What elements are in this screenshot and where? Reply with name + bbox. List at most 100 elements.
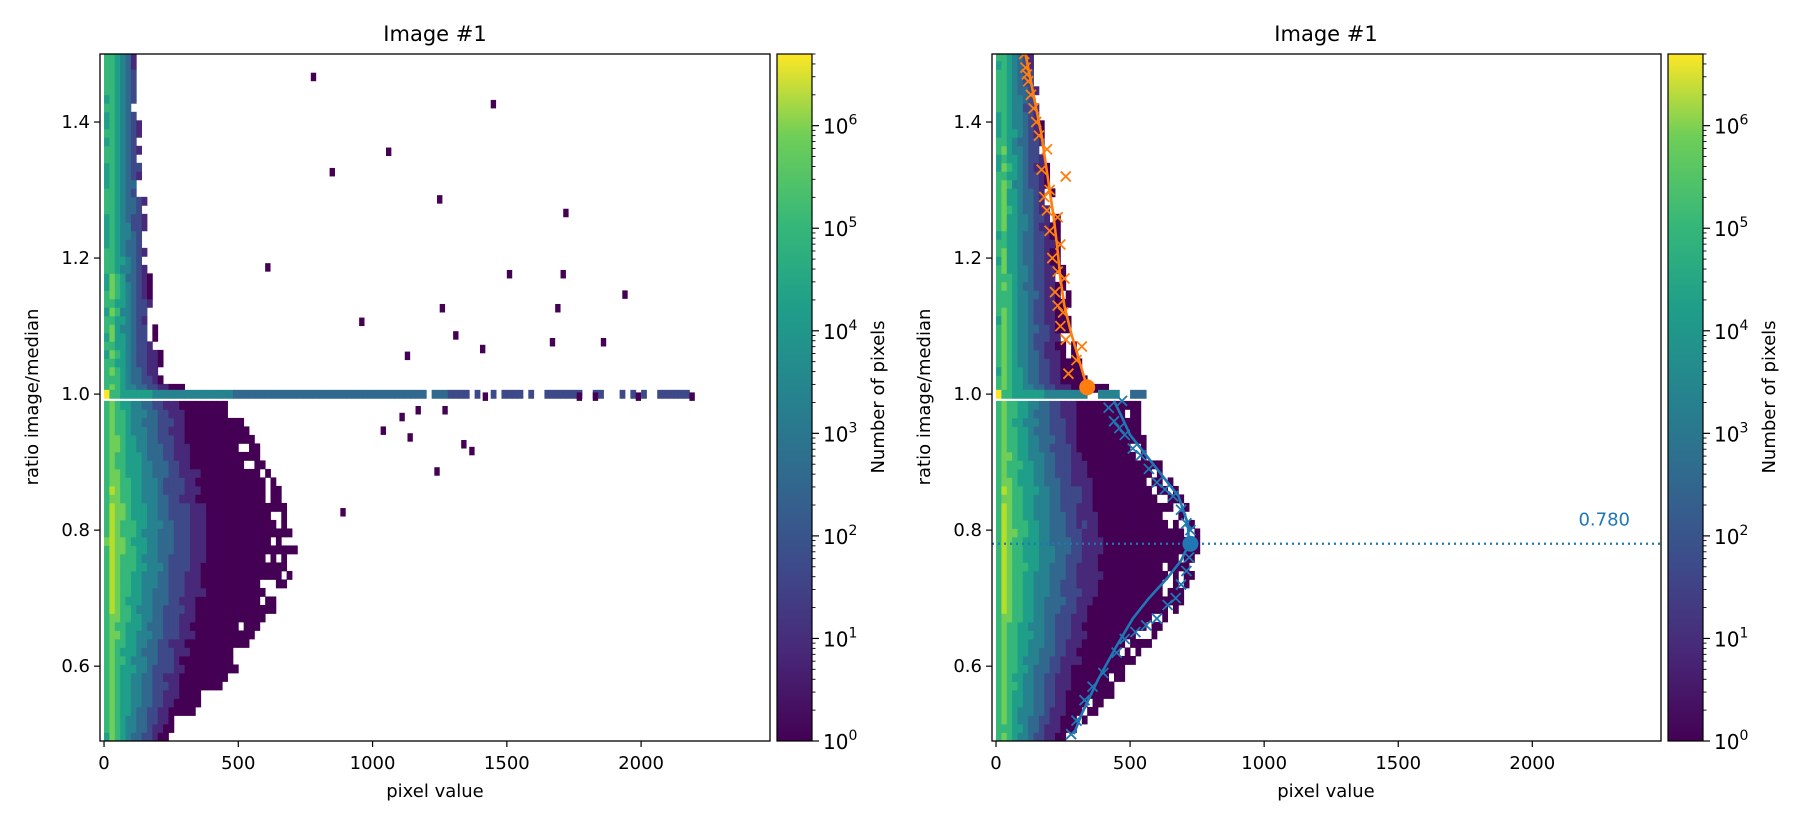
heatmap-bin (1022, 681, 1029, 691)
heatmap-bin (222, 434, 228, 444)
series-marker (1119, 633, 1131, 645)
heatmap-bin (1033, 239, 1040, 249)
heatmap-bin (173, 562, 180, 572)
heatmap-bin (1162, 502, 1169, 512)
heatmap-bin (1044, 562, 1051, 572)
heatmap-bin (1108, 426, 1115, 436)
colorbar-tick-label: 105 (823, 215, 857, 241)
heatmap-bin (1028, 128, 1034, 138)
heatmap-bin (1049, 247, 1056, 257)
heatmap-bin (1017, 596, 1024, 606)
heatmap-bin (1092, 613, 1099, 623)
heatmap-bin (152, 383, 159, 393)
heatmap-bin (125, 511, 132, 521)
heatmap-bin (109, 409, 116, 419)
heatmap-bin (1119, 621, 1126, 631)
heatmap-bin (1092, 579, 1099, 589)
heatmap-bin (141, 511, 148, 521)
heatmap-bin (1033, 681, 1040, 691)
heatmap-bin (152, 706, 159, 716)
heatmap-bin (120, 264, 126, 274)
heatmap-bin (125, 434, 132, 444)
heatmap-bin (222, 460, 228, 470)
heatmap-bin (146, 341, 153, 351)
heatmap-bin (1006, 247, 1013, 257)
heatmap-bin (1092, 647, 1099, 657)
heatmap-bin (1092, 638, 1099, 648)
heatmap-bin (109, 613, 116, 623)
heatmap-bin (104, 723, 110, 733)
heatmap-bin (1092, 400, 1099, 410)
heatmap-bin (996, 247, 1002, 257)
heatmap-bin (1087, 596, 1093, 606)
heatmap-bin (109, 553, 116, 563)
heatmap-bin (232, 519, 239, 529)
heatmap-bin (249, 579, 255, 589)
heatmap-bin (1108, 638, 1115, 648)
heatmap-bin (125, 60, 132, 70)
heatmap-bin (114, 281, 121, 291)
heatmap-bin (141, 389, 148, 399)
heatmap-bin (265, 468, 271, 478)
heatmap-bin (1049, 230, 1056, 240)
heatmap-bin (1001, 715, 1008, 725)
heatmap-bin (114, 179, 121, 189)
heatmap-bin (206, 545, 212, 555)
heatmap-bin (318, 389, 325, 399)
heatmap-bin (1001, 468, 1008, 478)
heatmap-bin (114, 389, 121, 399)
heatmap-bin (114, 587, 121, 597)
heatmap-bin (1108, 477, 1115, 487)
heatmap-bin (104, 196, 110, 206)
heatmap-bin (114, 672, 121, 682)
heatmap-bin (1012, 715, 1018, 725)
heatmap-bin (222, 638, 228, 648)
heatmap-bin (1017, 341, 1024, 351)
heatmap-bin (1049, 315, 1056, 325)
heatmap-bin (1001, 443, 1008, 453)
heatmap-bin (216, 621, 223, 631)
heatmap-bin (200, 638, 207, 648)
heatmap-bin (1087, 579, 1093, 589)
heatmap-bin (1028, 145, 1034, 155)
heatmap-bin (1044, 630, 1051, 640)
heatmap-bin (130, 485, 137, 495)
heatmap-bin (1092, 553, 1099, 563)
heatmap-bin (146, 596, 153, 606)
heatmap-bin (1135, 417, 1142, 427)
heatmap-bin (173, 604, 180, 614)
heatmap-bin (1065, 706, 1072, 716)
heatmap-bin (1055, 477, 1061, 487)
heatmap-bin (1033, 409, 1040, 419)
heatmap-bin (1060, 358, 1067, 368)
heatmap-bin (173, 689, 180, 699)
heatmap-bin (1028, 443, 1034, 453)
heatmap-bin (184, 664, 191, 674)
heatmap-bin (1006, 536, 1013, 546)
heatmap-bin (1044, 409, 1051, 419)
heatmap-bin (1130, 502, 1136, 512)
heatmap-bin (1103, 579, 1110, 589)
heatmap-bin (157, 389, 164, 399)
heatmap-bin (200, 451, 207, 461)
heatmap-bin (1124, 570, 1131, 580)
heatmap-bin (1087, 400, 1093, 410)
heatmap-bin (1135, 579, 1142, 589)
heatmap-bin (1076, 528, 1083, 538)
heatmap-bin (1038, 630, 1045, 640)
heatmap-bin (996, 570, 1002, 580)
heatmap-bin (1038, 511, 1045, 521)
heatmap-bin (136, 409, 143, 419)
heatmap-bin (141, 409, 148, 419)
heatmap-bin (184, 562, 191, 572)
heatmap-bin (136, 553, 143, 563)
heatmap-bin (657, 389, 663, 399)
heatmap-bin (136, 664, 143, 674)
heatmap-bin (1012, 273, 1018, 283)
heatmap-bin (1028, 536, 1034, 546)
heatmap-bin (1028, 434, 1034, 444)
heatmap-bin (179, 562, 185, 572)
heatmap-bin (141, 587, 148, 597)
heatmap-bin (249, 502, 255, 512)
heatmap-bin (1017, 621, 1024, 631)
